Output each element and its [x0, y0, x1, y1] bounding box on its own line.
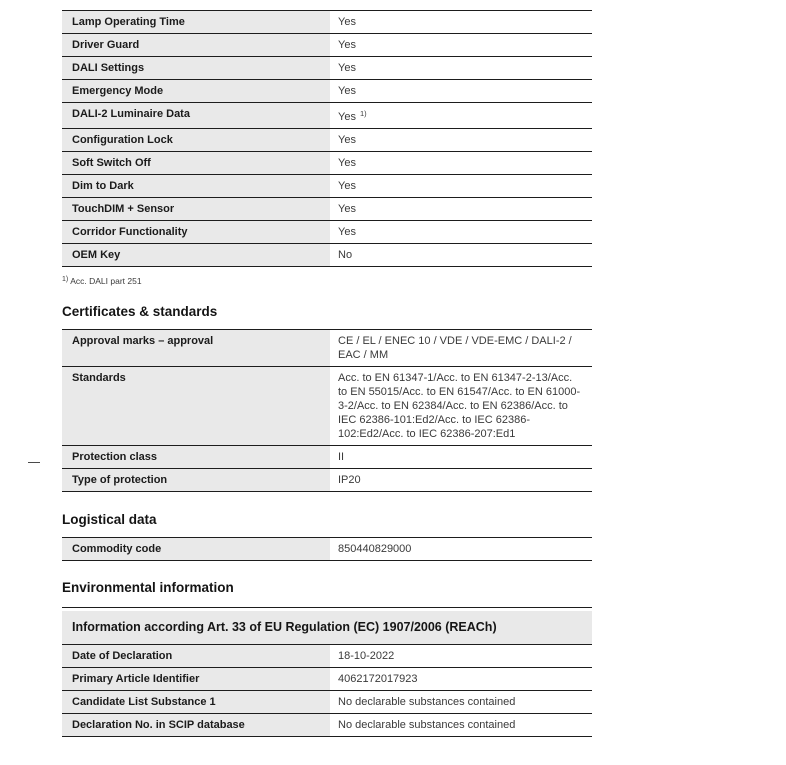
table-row: Emergency Mode Yes	[62, 79, 592, 102]
row-label: Lamp Operating Time	[62, 11, 330, 33]
row-value: 850440829000	[330, 538, 592, 560]
row-label: Driver Guard	[62, 34, 330, 56]
row-value: 4062172017923	[330, 667, 592, 690]
row-value: Yes	[330, 57, 592, 79]
horizontal-rule	[62, 607, 592, 608]
features-table: Lamp Operating Time Yes Driver Guard Yes…	[62, 10, 592, 267]
row-value: No declarable substances contained	[330, 713, 592, 736]
row-label: DALI-2 Luminaire Data	[62, 103, 330, 128]
table-row: Primary Article Identifier 4062172017923	[62, 666, 592, 690]
footnote-text: Acc. DALI part 251	[70, 276, 142, 286]
row-value: Yes	[330, 175, 592, 197]
footnote-marker: 1)	[62, 276, 69, 283]
datasheet-page: Lamp Operating Time Yes Driver Guard Yes…	[62, 0, 592, 737]
row-label: Protection class	[62, 446, 330, 468]
row-value: Yes	[330, 129, 592, 151]
table-row: Soft Switch Off Yes	[62, 151, 592, 174]
row-label: Type of protection	[62, 469, 330, 491]
table-row: TouchDIM + Sensor Yes	[62, 197, 592, 220]
row-label: Candidate List Substance 1	[62, 690, 330, 713]
row-label: Primary Article Identifier	[62, 667, 330, 690]
table-row: Type of protection IP20	[62, 468, 592, 491]
row-label: Dim to Dark	[62, 175, 330, 197]
row-label: Emergency Mode	[62, 80, 330, 102]
section-heading-logistical: Logistical data	[62, 512, 157, 527]
table-header-band: Information according Art. 33 of EU Regu…	[62, 610, 592, 644]
table-row: OEM Key No	[62, 243, 592, 266]
row-value: Yes	[330, 11, 592, 33]
table-row: Standards Acc. to EN 61347-1/Acc. to EN …	[62, 366, 592, 445]
environmental-table: Information according Art. 33 of EU Regu…	[62, 610, 592, 737]
row-label: DALI Settings	[62, 57, 330, 79]
table-row: Protection class II	[62, 445, 592, 468]
table-row: Corridor Functionality Yes	[62, 220, 592, 243]
row-value: CE / EL / ENEC 10 / VDE / VDE-EMC / DALI…	[330, 330, 592, 366]
row-value: Yes	[330, 152, 592, 174]
row-label: Declaration No. in SCIP database	[62, 713, 330, 736]
row-value: Yes 1)	[330, 103, 592, 128]
certificates-table: Approval marks – approval CE / EL / ENEC…	[62, 329, 592, 492]
table-row: DALI Settings Yes	[62, 56, 592, 79]
table-row: Lamp Operating Time Yes	[62, 10, 592, 33]
logistical-table: Commodity code 850440829000	[62, 537, 592, 561]
row-label: Date of Declaration	[62, 644, 330, 667]
section-heading-environmental: Environmental information	[62, 580, 234, 595]
row-label: Configuration Lock	[62, 129, 330, 151]
table-row: Driver Guard Yes	[62, 33, 592, 56]
row-value: IP20	[330, 469, 592, 491]
row-value: II	[330, 446, 592, 468]
footnote: 1) Acc. DALI part 251	[62, 274, 592, 287]
footnote-marker: 1)	[359, 109, 367, 118]
row-label: OEM Key	[62, 244, 330, 266]
table-row: Commodity code 850440829000	[62, 537, 592, 560]
row-value: Yes	[330, 34, 592, 56]
table-row: Declaration No. in SCIP database No decl…	[62, 712, 592, 736]
table-row: Approval marks – approval CE / EL / ENEC…	[62, 329, 592, 366]
row-label: TouchDIM + Sensor	[62, 198, 330, 220]
row-value: Yes	[330, 80, 592, 102]
row-value: No	[330, 244, 592, 266]
row-label: Soft Switch Off	[62, 152, 330, 174]
table-row: Configuration Lock Yes	[62, 128, 592, 151]
row-label: Commodity code	[62, 538, 330, 560]
row-value: 18-10-2022	[330, 644, 592, 667]
row-label: Approval marks – approval	[62, 330, 330, 366]
row-label: Corridor Functionality	[62, 221, 330, 243]
table-row: Candidate List Substance 1 No declarable…	[62, 689, 592, 713]
row-value: Yes	[330, 221, 592, 243]
row-value: Yes	[330, 198, 592, 220]
row-value: Acc. to EN 61347-1/Acc. to EN 61347-2-13…	[330, 367, 592, 445]
section-heading-certificates: Certificates & standards	[62, 304, 218, 319]
row-value-text: Yes	[338, 111, 356, 123]
table-row: Dim to Dark Yes	[62, 174, 592, 197]
table-row: Date of Declaration 18-10-2022	[62, 643, 592, 667]
table-row: DALI-2 Luminaire Data Yes 1)	[62, 102, 592, 128]
row-value: No declarable substances contained	[330, 690, 592, 713]
row-label: Standards	[62, 367, 330, 445]
page-margin-fold-mark	[28, 462, 40, 463]
